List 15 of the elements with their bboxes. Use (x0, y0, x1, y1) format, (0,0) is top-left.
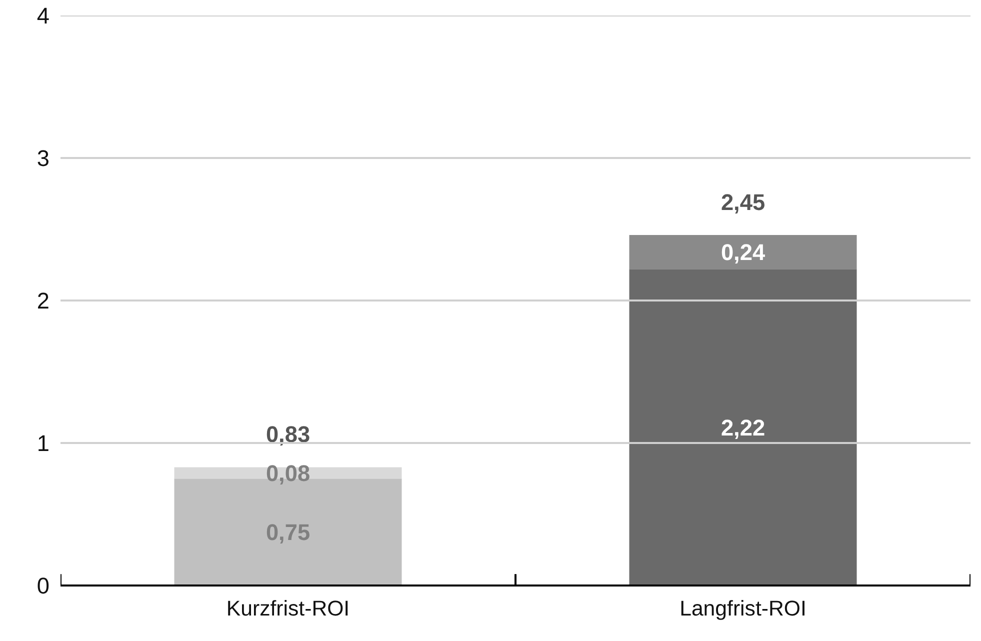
y-tick-label: 1 (36, 430, 50, 456)
total-label: 2,45 (720, 188, 766, 215)
data-label: 0,75 (266, 519, 310, 546)
x-tick-label: Langfrist-ROI (680, 596, 806, 620)
y-tick-label: 2 (36, 288, 50, 314)
bar (629, 234, 857, 270)
total-label: 0,83 (266, 421, 310, 448)
y-tick-label: 4 (36, 2, 50, 28)
y-tick-label: 0 (36, 572, 50, 598)
x-tick-label: Kurzfrist-ROI (226, 596, 350, 620)
data-label: 0,08 (266, 460, 310, 486)
data-label: 2,22 (720, 414, 766, 440)
bar (629, 269, 857, 586)
y-tick-label: 3 (36, 145, 50, 171)
data-label: 0,24 (720, 239, 766, 266)
